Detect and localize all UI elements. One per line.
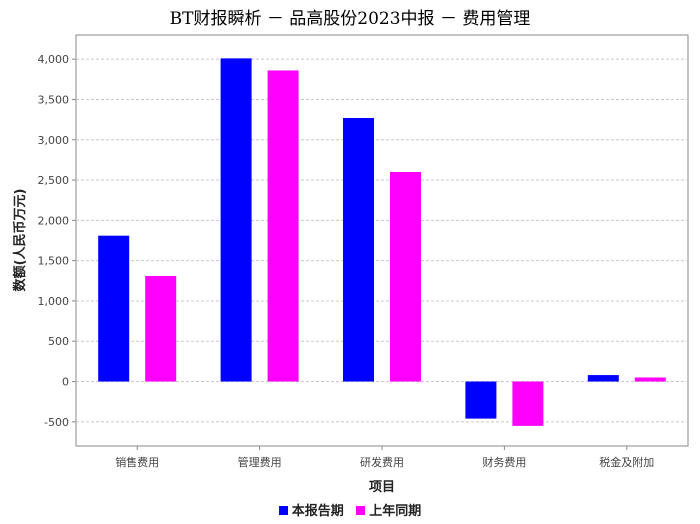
bar-prior bbox=[145, 275, 177, 382]
x-tick-label: 研发费用 bbox=[360, 455, 404, 469]
bars bbox=[98, 58, 666, 426]
y-axis-ticks: -500 0 500 1,000 1,500 2,000 2,500 3,000 3,500 4,… bbox=[38, 53, 76, 429]
x-axis-label: 项目 bbox=[369, 480, 395, 495]
bar-current bbox=[465, 381, 497, 419]
y-tick-label: 0 bbox=[62, 376, 69, 389]
y-tick-label: 3,000 bbox=[38, 134, 70, 147]
x-tick-label: 销售费用 bbox=[115, 455, 159, 469]
x-tick-label: 管理费用 bbox=[238, 455, 282, 469]
legend-swatch-current bbox=[278, 506, 288, 515]
bar-prior bbox=[634, 377, 666, 382]
y-tick-label: 1,500 bbox=[38, 255, 70, 268]
x-axis-ticks: 销售费用 管理费用 研发费用 财务费用 税金及附加 bbox=[115, 446, 654, 469]
y-tick-label: 500 bbox=[48, 335, 69, 348]
legend: 本报告期 上年同期 bbox=[0, 500, 700, 519]
x-tick-label: 财务费用 bbox=[482, 455, 526, 469]
y-tick-label: 1,000 bbox=[38, 295, 70, 308]
y-tick-label: 2,500 bbox=[38, 174, 70, 187]
y-tick-label: -500 bbox=[44, 416, 69, 429]
bar-current bbox=[587, 375, 619, 382]
bar-prior bbox=[390, 172, 421, 382]
y-tick-label: 4,000 bbox=[38, 53, 70, 66]
bar-prior bbox=[512, 381, 544, 426]
plot-area bbox=[75, 34, 689, 447]
legend-label-prior: 上年同期 bbox=[369, 504, 422, 519]
legend-item-current: 本报告期 bbox=[278, 500, 344, 519]
x-tick-label: 税金及附加 bbox=[599, 455, 654, 469]
y-tick-label: 3,500 bbox=[38, 93, 70, 106]
legend-label-current: 本报告期 bbox=[291, 504, 344, 519]
grid-lines bbox=[76, 58, 688, 423]
legend-item-prior: 上年同期 bbox=[356, 500, 421, 519]
legend-swatch-prior bbox=[356, 506, 366, 515]
chart-title: BT财报瞬析 － 品高股份2023中报 － 费用管理 bbox=[169, 9, 531, 29]
bar-current bbox=[343, 118, 374, 382]
bar-current bbox=[220, 58, 252, 382]
bar-current bbox=[98, 235, 130, 382]
y-tick-label: 2,000 bbox=[38, 214, 70, 227]
bar-prior bbox=[267, 70, 299, 382]
y-axis-label: 数额(人民币万元) bbox=[12, 189, 28, 292]
